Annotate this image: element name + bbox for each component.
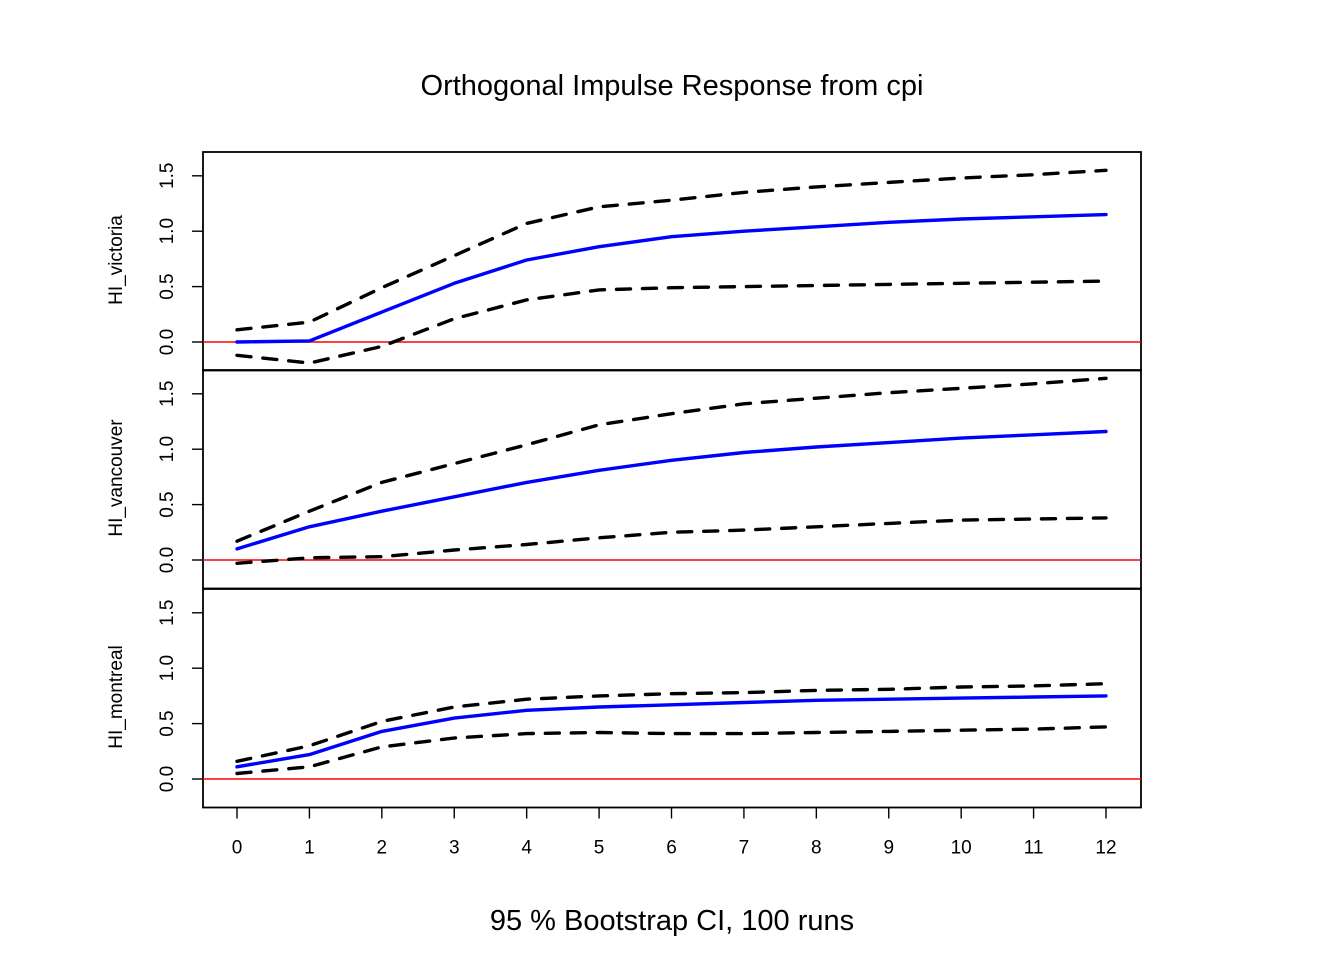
y-tick-label: 1.0 [157,436,178,462]
chart-title: Orthogonal Impulse Response from cpi [421,70,924,102]
y-tick-label: 1.0 [157,655,178,681]
y-tick-label: 0.5 [157,710,178,736]
panel-2: 0.0 0.5 1.0 1.5 HI_montreal [106,588,1142,809]
y-tick-label: 0.5 [157,491,178,517]
x-tick-label: 11 [1024,838,1044,859]
y-axis-label: HI_vancouver [106,419,127,537]
x-tick-label: 0 [232,838,243,859]
y-tick-label: 0.5 [157,273,178,299]
y-tick-label: 1.5 [157,163,178,189]
x-tick-label: 5 [594,838,605,859]
x-tick-label: 10 [951,838,972,859]
x-tick-label: 12 [1095,838,1116,859]
x-tick-label: 1 [304,838,315,859]
panels-group: 0.0 0.5 1.0 1.5 HI_victoria 0.0 0.5 1.0 1.5 HI_va… [106,151,1142,809]
response-line [235,694,1108,769]
y-tick-label: 1.5 [157,600,178,626]
x-tick-label: 8 [811,838,822,859]
y-tick-label: 0.0 [157,766,178,792]
y-axis-label: HI_victoria [106,215,127,305]
x-tick-label: 6 [666,838,677,859]
y-tick-label: 0.0 [157,329,178,355]
x-tick-label: 4 [521,838,532,859]
upper-ci-line [235,682,1108,763]
x-tick-label: 9 [883,838,894,859]
response-line [235,212,1108,344]
x-tick-label: 3 [449,838,460,859]
y-axis-label: HI_montreal [106,645,127,749]
lower-ci-line [235,279,1108,365]
y-tick-label: 1.0 [157,218,178,244]
y-tick-label: 1.5 [157,381,178,407]
panel-1: 0.0 0.5 1.0 1.5 HI_vancouver [106,369,1142,590]
x-axis: 0 1 2 3 4 5 6 7 8 9 10 11 12 [232,807,1117,859]
panel-0: 0.0 0.5 1.0 1.5 HI_victoria [106,151,1142,372]
lower-ci-line [235,516,1108,565]
lower-ci-line [235,725,1108,776]
y-tick-label: 0.0 [157,547,178,573]
x-tick-label: 2 [377,838,388,859]
response-line [235,429,1108,551]
x-axis-label: 95 % Bootstrap CI, 100 runs [490,905,854,937]
x-tick-label: 7 [739,838,750,859]
upper-ci-line [235,376,1108,543]
